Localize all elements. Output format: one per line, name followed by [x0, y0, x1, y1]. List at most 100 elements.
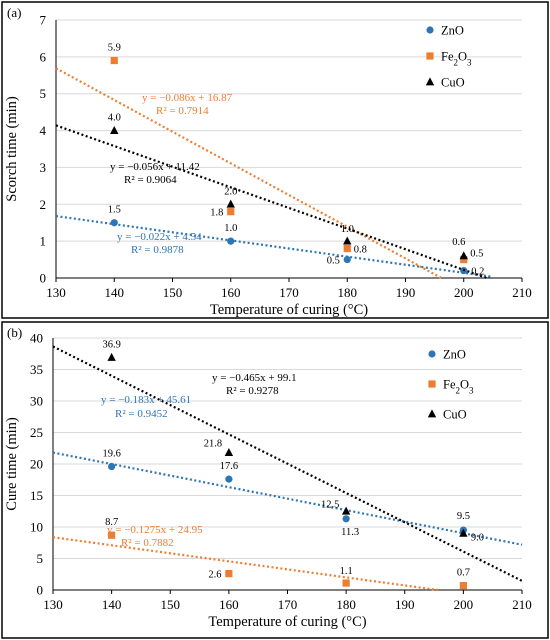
data-label: 17.6	[220, 461, 238, 472]
data-label: 36.9	[102, 340, 120, 351]
data-label: 2.6	[208, 570, 221, 581]
marker-cuo	[341, 506, 351, 515]
y-axis-title: Scorch time (min)	[4, 96, 20, 202]
marker-fe2o3	[110, 56, 118, 65]
trendline-cuo	[55, 124, 488, 280]
trendline-zno	[55, 214, 494, 278]
legend-label: Fe2O3	[443, 378, 474, 396]
marker-zno	[342, 515, 350, 523]
x-tick-label: 180	[338, 285, 358, 300]
y-tick-label: 4	[40, 123, 47, 138]
y-axis-title: Cure time (min)	[4, 417, 20, 511]
y-tick-label: 1	[40, 234, 47, 249]
x-tick-label: 150	[161, 597, 181, 612]
marker-cuo	[459, 528, 468, 537]
y-tick-label: 25	[30, 425, 43, 440]
chart-panel-a: (a) 0 1 2 3 4 5 6 7 130 140 150 160 170 180 190 200 210 Te…	[1, 1, 549, 319]
x-tick-label: 170	[278, 597, 298, 612]
data-label: 0.8	[354, 245, 367, 256]
data-label: 0.7	[457, 568, 470, 579]
y-tick-label: 5	[37, 551, 44, 566]
legend-marker-fe2o3	[426, 52, 434, 60]
marker-cuo	[224, 448, 234, 457]
legend-marker-fe2o3	[428, 380, 436, 388]
x-tick-label: 210	[512, 597, 532, 612]
legend-label: ZnO	[443, 348, 466, 362]
data-label: 0.5	[470, 249, 483, 260]
trendline-cuo	[52, 345, 523, 582]
y-tick-label: 7	[40, 13, 47, 28]
x-tick-label: 200	[454, 597, 474, 612]
data-label: 2.0	[224, 186, 237, 197]
data-label: 11.3	[341, 527, 359, 538]
trendline-equation: y = −0.022x + 4.54	[117, 231, 202, 243]
legend-label: ZnO	[441, 24, 464, 38]
marker-zno	[108, 462, 116, 471]
legend-label: Fe2O3	[441, 50, 472, 68]
x-tick-label: 180	[336, 597, 356, 612]
y-tick-label: 20	[30, 457, 43, 472]
x-tick-label: 130	[46, 285, 66, 300]
marker-cuo	[107, 352, 116, 361]
marker-zno	[225, 475, 233, 483]
y-tick-label: 0	[40, 271, 47, 286]
trendline-zno	[52, 451, 523, 546]
legend-marker-zno	[428, 350, 436, 358]
x-tick-label: 140	[102, 597, 122, 612]
y-tick-label: 10	[30, 520, 43, 535]
data-label: 8.7	[105, 517, 118, 528]
data-label: 0.5	[327, 256, 340, 267]
x-tick-label: 170	[279, 285, 299, 300]
y-tick-label: 6	[40, 49, 47, 64]
data-label: 1.1	[340, 566, 353, 577]
marker-fe2o3	[343, 244, 351, 253]
trendline-equation: y = −0.183x + 45.61	[101, 394, 191, 406]
x-tick-label: 140	[105, 285, 125, 300]
data-label: 0.6	[452, 237, 465, 248]
y-tick-label: 15	[30, 488, 43, 503]
y-tick-label: 5	[40, 86, 47, 101]
data-label: 1.0	[224, 223, 237, 234]
chart-panel-b: (b) 0 5 10 15 20 25 30 35 40 130 140 150 160 170 180 190…	[1, 321, 549, 639]
marker-fe2o3	[108, 531, 116, 539]
trendline-equation: y = −0.465x + 99.1	[212, 372, 297, 384]
x-tick-label: 210	[512, 285, 532, 300]
trendline-r2: R² = 0.7882	[121, 537, 174, 549]
data-label: 19.6	[102, 449, 120, 460]
marker-fe2o3	[227, 208, 235, 216]
x-tick-label: 160	[219, 597, 239, 612]
marker-zno	[110, 219, 118, 227]
marker-fe2o3	[225, 570, 233, 578]
trendline-r2: R² = 0.9064	[124, 174, 177, 186]
x-tick-label: 190	[396, 285, 416, 300]
y-tick-label: 30	[30, 394, 43, 409]
data-label: 1.5	[108, 205, 121, 216]
trendline-equation: y = −0.056x + 11.42	[110, 161, 200, 173]
legend-label: CuO	[443, 408, 467, 422]
trendline-equation: y = −0.1275x + 24.95	[107, 524, 203, 536]
panel-label: (a)	[7, 5, 21, 20]
panel-label: (b)	[7, 325, 22, 340]
marker-cuo	[110, 125, 119, 134]
x-tick-label: 150	[163, 285, 183, 300]
x-tick-label: 200	[454, 285, 474, 300]
marker-cuo	[459, 251, 468, 260]
data-label: 12.5	[321, 499, 339, 510]
panel-frame	[1, 1, 549, 319]
data-label: 4.0	[108, 113, 121, 124]
y-tick-label: 35	[30, 362, 43, 377]
data-label: 0.2	[471, 267, 484, 278]
panel-frame	[1, 321, 549, 639]
y-tick-label: 3	[40, 160, 47, 175]
data-label: 1.0	[341, 224, 354, 235]
x-axis-title: Temperature of curing (°C)	[208, 614, 366, 630]
data-label: 21.8	[204, 439, 222, 450]
legend-marker-cuo	[427, 409, 437, 418]
y-tick-label: 2	[40, 197, 47, 212]
trendline-fe2o3	[52, 536, 439, 592]
marker-fe2o3	[460, 255, 468, 264]
x-tick-label: 130	[43, 597, 63, 612]
x-tick-label: 160	[221, 285, 241, 300]
marker-zno	[227, 237, 235, 245]
data-label: 9.0	[471, 532, 484, 543]
